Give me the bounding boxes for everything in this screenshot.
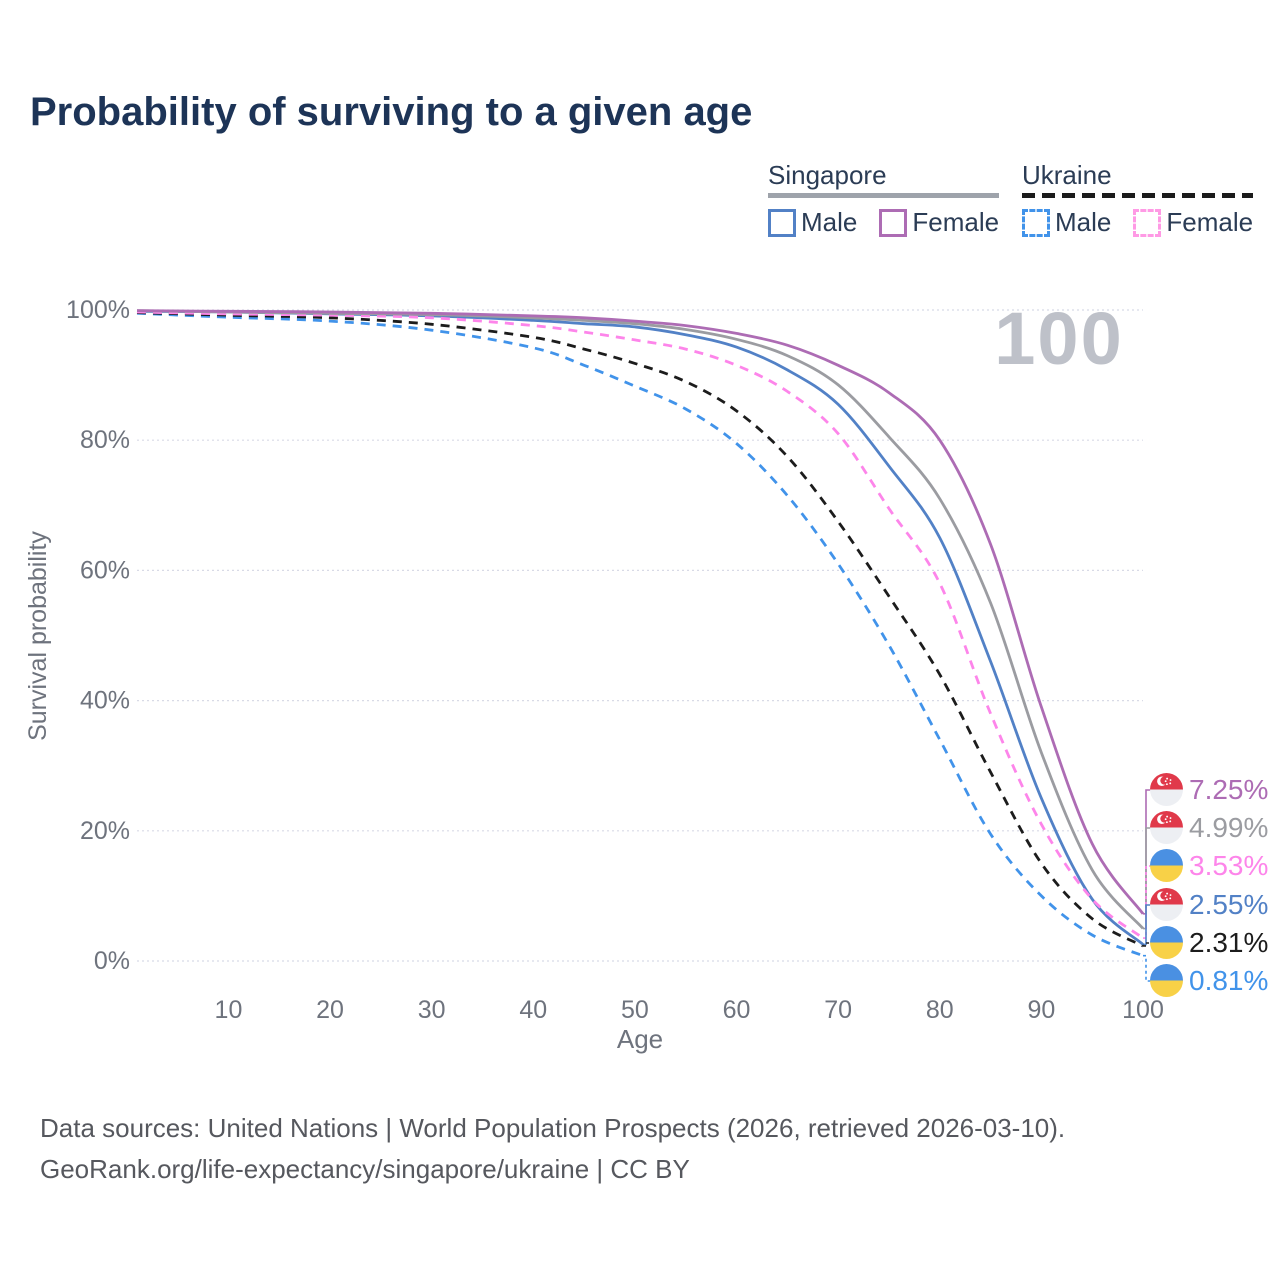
y-tick-label: 0% [94, 947, 130, 975]
legend-item-singapore-male[interactable]: Male [768, 207, 857, 238]
legend-country-label: Singapore [768, 160, 887, 190]
end-label-value: 3.53% [1189, 849, 1269, 881]
series-line-ukraine-female[interactable] [136, 310, 1144, 940]
legend-country-underline [768, 193, 1000, 198]
legend-group-ukraine: Ukraine Male Female [1022, 160, 1254, 238]
legend-swatch-icon [1133, 208, 1162, 237]
end-label-connector-ukraine-female [1143, 865, 1151, 939]
legend-item-singapore-female[interactable]: Female [879, 207, 999, 238]
series-line-singapore-male[interactable] [136, 309, 1144, 946]
ukraine-flag-icon [1150, 964, 1183, 997]
legend-swatch-icon [1022, 208, 1050, 237]
series-line-singapore-female[interactable] [136, 309, 1145, 915]
legend-swatch-icon [879, 208, 908, 237]
legend-item-label: Female [912, 207, 1000, 237]
x-tick-label: 30 [418, 996, 446, 1024]
x-tick-label: 60 [723, 996, 751, 1024]
end-label-ukraine-both-sexes: 2.31% [1150, 926, 1268, 959]
end-label-value: 7.25% [1189, 773, 1269, 805]
end-label-value: 0.81% [1189, 964, 1269, 996]
ukraine-flag-icon [1150, 926, 1183, 959]
x-tick-label: 100 [1122, 996, 1164, 1024]
y-tick-label: 40% [80, 687, 130, 715]
end-label-value: 2.31% [1189, 926, 1269, 958]
x-tick-label: 10 [215, 996, 243, 1024]
x-tick-label: 70 [824, 996, 852, 1024]
legend-country-label: Ukraine [1022, 160, 1112, 190]
x-tick-label: 90 [1027, 996, 1055, 1024]
end-label-singapore-male: 2.55% [1150, 888, 1268, 921]
end-label-connector-singapore-male [1143, 904, 1151, 946]
footer-sources: Data sources: United Nations | World Pop… [40, 1113, 1066, 1143]
end-label-connector-ukraine-male [1143, 954, 1151, 982]
series-line-ukraine-male[interactable] [136, 311, 1144, 958]
legend-item-ukraine-female[interactable]: Female [1133, 207, 1253, 238]
end-label-ukraine-male: 0.81% [1150, 964, 1268, 997]
y-tick-label: 60% [80, 556, 130, 584]
x-tick-label: 20 [316, 996, 344, 1024]
series-line-ukraine-both-sexes[interactable] [136, 311, 1144, 948]
end-label-ukraine-female: 3.53% [1150, 849, 1268, 882]
page-title: Probability of surviving to a given age [30, 90, 753, 134]
legend-country-underline [1022, 193, 1254, 198]
footer-attribution: GeoRank.org/life-expectancy/singapore/uk… [40, 1154, 690, 1184]
x-tick-label: 80 [926, 996, 954, 1024]
ukraine-flag-icon [1150, 849, 1183, 882]
x-tick-label: 40 [519, 996, 547, 1024]
end-label-value: 4.99% [1189, 811, 1269, 843]
y-tick-label: 80% [80, 426, 130, 454]
legend-item-label: Female [1166, 207, 1254, 237]
y-tick-label: 20% [80, 817, 130, 845]
y-axis-title: Survival probability [24, 531, 52, 741]
legend-swatch-icon [768, 208, 796, 237]
legend-item-label: Male [801, 207, 858, 237]
end-label-value: 2.55% [1189, 888, 1269, 920]
x-axis-title: Age [617, 1024, 663, 1054]
x-tick-label: 50 [621, 996, 649, 1024]
legend-item-label: Male [1055, 207, 1112, 237]
footer: Data sources: United Nations | World Pop… [40, 1108, 1065, 1190]
legend-item-ukraine-male[interactable]: Male [1022, 207, 1111, 238]
end-label-singapore-both-sexes: 4.99% [1150, 811, 1268, 844]
end-label-connector-ukraine-both-sexes [1143, 942, 1151, 947]
end-label-singapore-female: 7.25% [1150, 773, 1268, 806]
singapore-flag-icon [1150, 811, 1183, 844]
legend-group-singapore: Singapore Male Female [768, 160, 1000, 238]
singapore-flag-icon [1150, 888, 1183, 921]
watermark-age-100: 100 [994, 297, 1124, 380]
singapore-flag-icon [1150, 773, 1183, 806]
y-tick-label: 100% [66, 296, 130, 324]
